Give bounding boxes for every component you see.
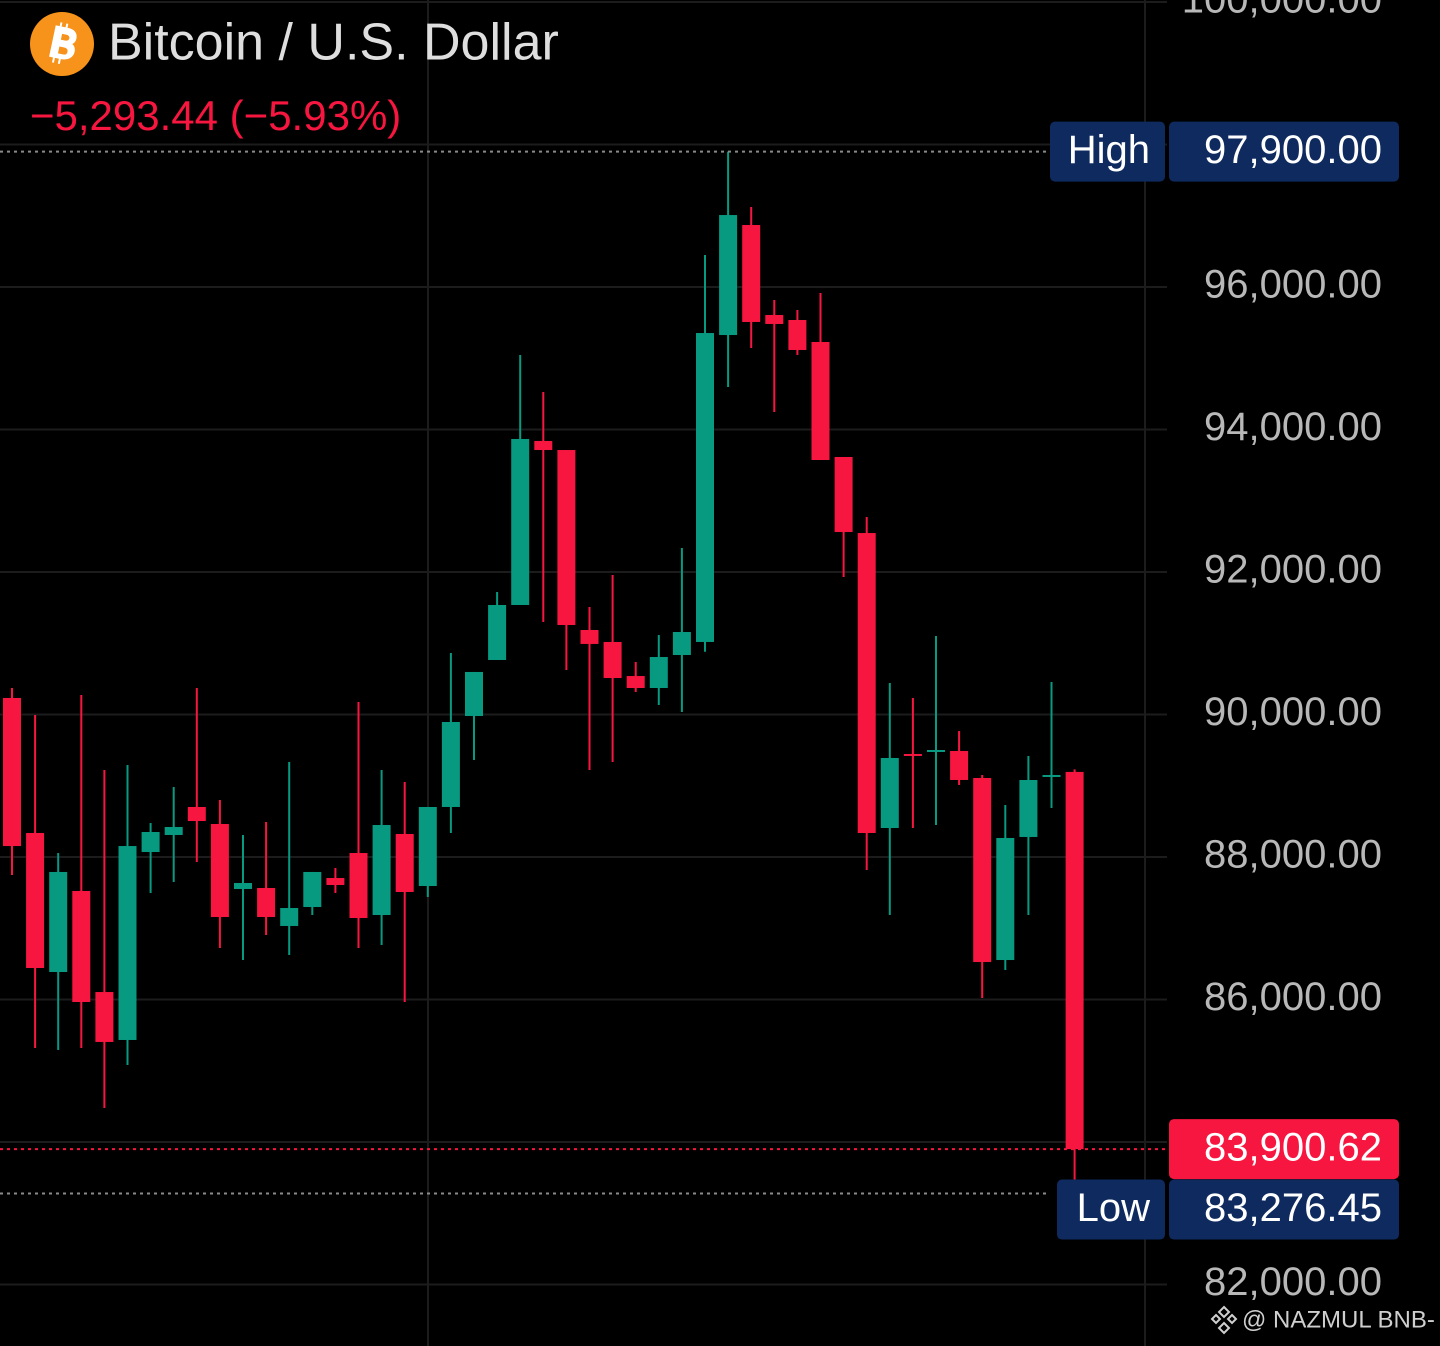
watermark-text: @ NAZMUL BNB- — [1242, 1306, 1435, 1333]
candle-body — [72, 890, 91, 1003]
candle-body — [557, 450, 576, 626]
candle-body — [95, 992, 114, 1042]
candle-body — [534, 440, 553, 451]
high_marker-value-box — [1169, 121, 1399, 182]
candle-body — [3, 697, 21, 847]
y-tick-label: 92,000.00 — [1204, 548, 1382, 592]
low_marker-value-box — [1169, 1179, 1399, 1240]
candle-body — [672, 631, 691, 656]
candle-body — [511, 438, 530, 605]
y-tick-label: 82,000.00 — [1204, 1260, 1382, 1304]
candle-body — [742, 225, 761, 322]
candle-body — [372, 825, 391, 916]
high_marker-name-label: High — [1068, 128, 1150, 172]
candle-body — [1042, 774, 1061, 777]
last_price-value-box — [1169, 1119, 1399, 1180]
low_marker-name-box — [1057, 1179, 1165, 1240]
icon-glyph — [49, 22, 77, 64]
candle-body — [973, 777, 992, 963]
candle-body — [210, 824, 229, 917]
candle-body — [118, 846, 137, 1040]
overlay: 97,900.00 High 83,900.62 83,276.45 Low — [0, 121, 1399, 1240]
candle-body — [441, 721, 460, 807]
candle-body — [788, 319, 807, 350]
candle-body — [580, 630, 599, 644]
candle-body — [418, 806, 437, 887]
low_marker-value-label: 83,276.45 — [1204, 1186, 1382, 1230]
high_marker-name-box — [1050, 121, 1165, 182]
y-tick-label: 86,000.00 — [1204, 975, 1382, 1019]
candle-body — [187, 806, 206, 822]
candles — [3, 151, 1084, 1194]
candle-body — [857, 533, 876, 833]
candle-body — [1019, 779, 1038, 837]
candle-body — [626, 676, 645, 688]
candle-body — [303, 871, 322, 908]
high_marker-value-label: 97,900.00 — [1204, 128, 1382, 172]
candle-body — [903, 753, 922, 756]
candle-body — [465, 671, 483, 716]
last_price-value-label: 83,900.62 — [1204, 1126, 1382, 1170]
candle-body — [141, 831, 160, 853]
candle-body — [927, 749, 945, 752]
candle-body — [280, 908, 299, 926]
candle-body — [164, 827, 183, 835]
candle-body — [1065, 771, 1084, 1150]
y-tick-label: 94,000.00 — [1204, 405, 1382, 449]
candle-body — [49, 871, 68, 973]
candle-body — [765, 315, 784, 324]
y-tick-label: 100,000.00 — [1182, 0, 1382, 22]
bitcoin-icon — [30, 12, 94, 76]
y-tick-label: 90,000.00 — [1204, 690, 1382, 734]
candle-body — [349, 853, 368, 918]
candle-body — [696, 333, 714, 642]
y-tick-label: 96,000.00 — [1204, 263, 1382, 307]
candle-body — [395, 833, 414, 892]
chart-title: Bitcoin / U.S. Dollar — [108, 14, 559, 72]
candle-body — [26, 832, 45, 969]
candle-body — [649, 657, 668, 688]
watermark-icon — [1210, 1305, 1238, 1335]
candle-body — [834, 457, 853, 533]
candle-body — [234, 883, 252, 889]
candle-body — [719, 215, 738, 336]
candle-body — [488, 604, 507, 660]
candle-body — [880, 757, 899, 829]
y-tick-label: 88,000.00 — [1204, 833, 1382, 877]
price-change: −5,293.44 (−5.93%) — [30, 92, 401, 139]
candle-body — [811, 342, 830, 460]
candle-body — [326, 878, 345, 886]
watermark: @ NAZMUL BNB- — [1210, 1305, 1435, 1335]
low_marker-name-label: Low — [1077, 1186, 1150, 1230]
candle-body — [257, 887, 276, 917]
candle-body — [603, 641, 622, 679]
candle-body — [950, 750, 969, 780]
candle-body — [996, 837, 1015, 961]
